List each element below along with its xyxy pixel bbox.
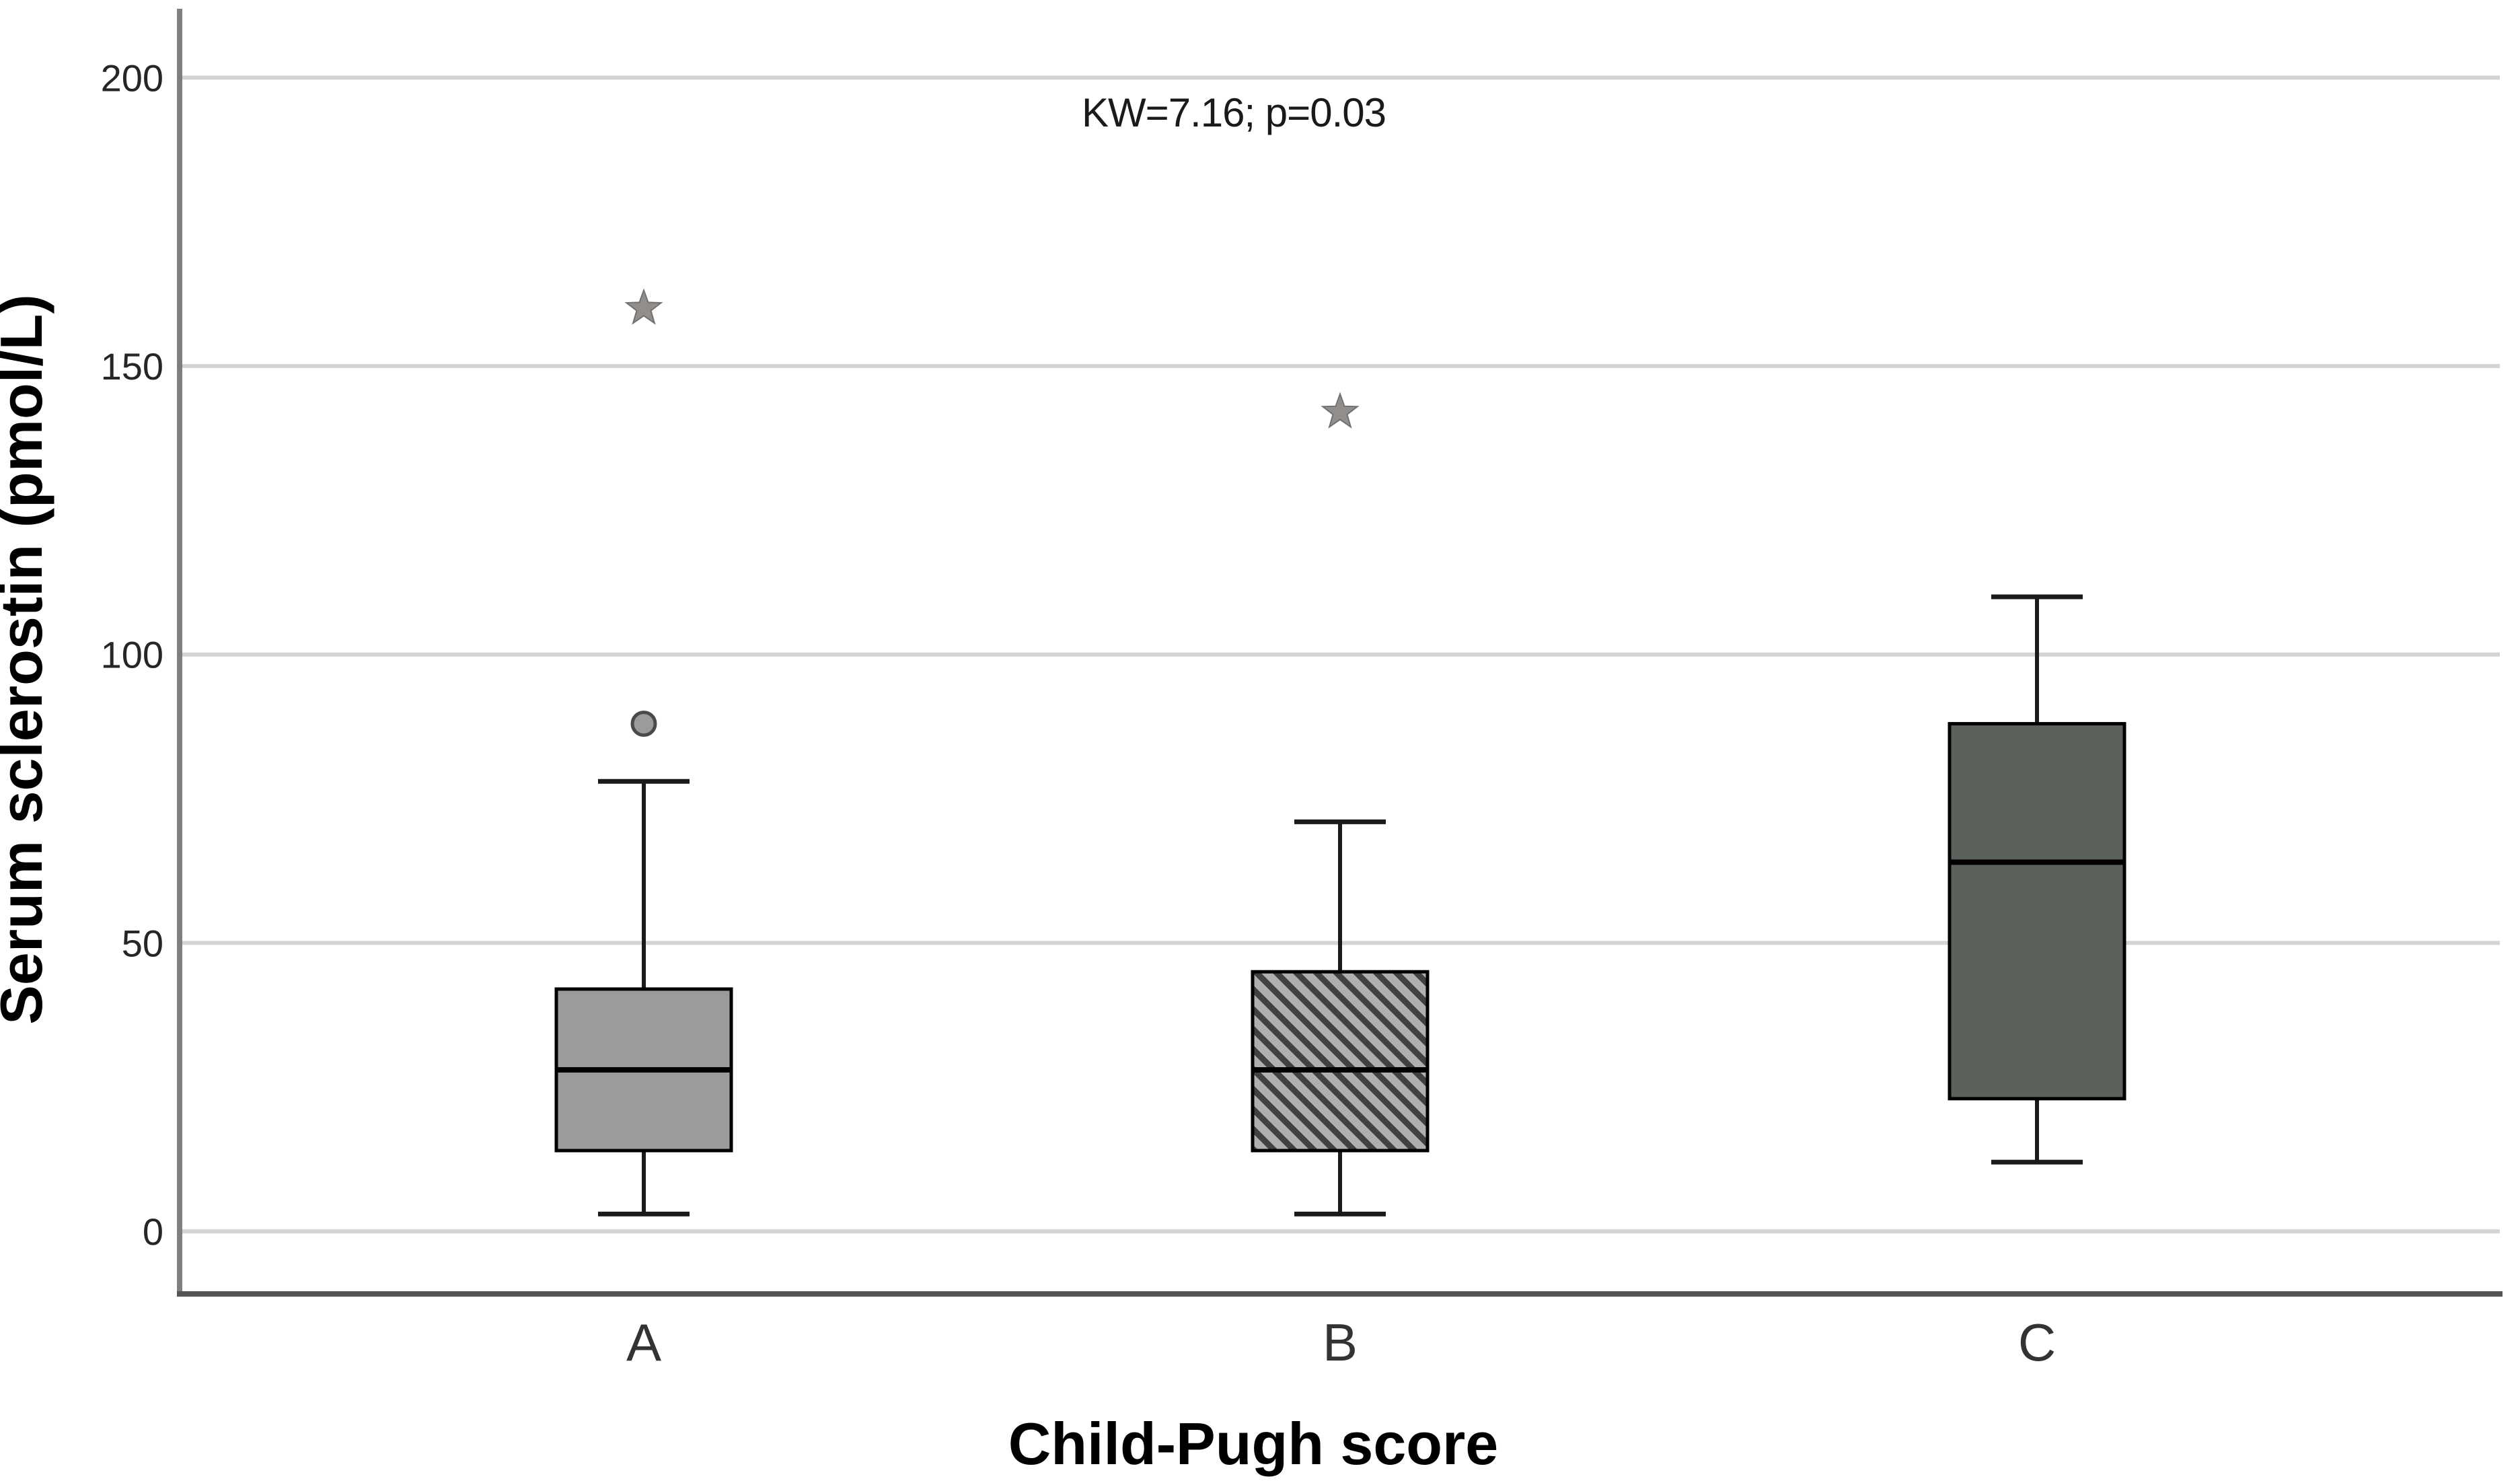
boxplot-c bbox=[1948, 594, 2126, 1165]
iqr-box bbox=[1948, 722, 2126, 1101]
y-tick-label-50: 50 bbox=[122, 922, 163, 964]
extreme-star bbox=[624, 288, 663, 325]
y-tick-label-100: 100 bbox=[101, 634, 163, 676]
x-category-label-c: C bbox=[2018, 1313, 2056, 1372]
x-category-label-b: B bbox=[1323, 1313, 1358, 1372]
y-axis-title: Serum sclerostin (pmol/L) bbox=[0, 294, 54, 1025]
y-tick-label-150: 150 bbox=[101, 345, 163, 388]
y-tick-label-200: 200 bbox=[101, 57, 163, 99]
boxplot-a bbox=[554, 288, 733, 1217]
x-axis-title: Child-Pugh score bbox=[1008, 1410, 1499, 1477]
iqr-box bbox=[1251, 970, 1430, 1153]
outlier-circle bbox=[630, 711, 657, 737]
axes-group bbox=[177, 9, 2503, 1297]
y-tick-labels-group: 0 50 100 150 200 bbox=[101, 57, 163, 1253]
boxplot-b bbox=[1251, 392, 1430, 1217]
x-category-labels-group: A B C bbox=[626, 1313, 2056, 1372]
stat-annotation: KW=7.16; p=0.03 bbox=[1082, 90, 1386, 135]
y-tick-label-0: 0 bbox=[143, 1210, 163, 1253]
x-category-label-a: A bbox=[626, 1313, 661, 1372]
boxes-group bbox=[554, 288, 2126, 1217]
extreme-star bbox=[1321, 392, 1360, 429]
